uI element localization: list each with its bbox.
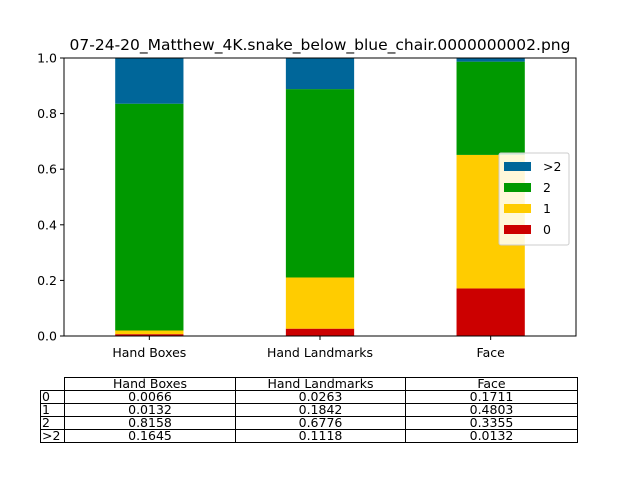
legend-swatch bbox=[504, 183, 531, 192]
y-tick-label: 0.4 bbox=[37, 217, 57, 232]
table-col-header: Face bbox=[405, 377, 578, 391]
y-tick-label: 0.2 bbox=[37, 273, 57, 288]
y-tick-label: 0.8 bbox=[37, 106, 57, 121]
bars-group bbox=[115, 57, 525, 336]
table-row-label: 2 bbox=[40, 416, 65, 430]
table-header-row: Hand Boxes Hand Landmarks Face bbox=[41, 377, 578, 391]
bar-segment bbox=[285, 277, 355, 329]
y-axis: 0.0 0.2 0.4 0.6 0.8 1.0 bbox=[37, 51, 64, 344]
table-cell: 0.1711 bbox=[405, 390, 578, 404]
legend-label: 0 bbox=[543, 222, 551, 237]
stacked-bar-chart: 07-24-20_Matthew_4K.snake_below_blue_cha… bbox=[37, 36, 577, 360]
bar-segment bbox=[115, 330, 184, 335]
table-col-header: Hand Boxes bbox=[64, 377, 236, 391]
table-row: >2 0.1645 0.1118 0.0132 bbox=[40, 429, 578, 443]
table-cell: 0.1118 bbox=[235, 429, 406, 443]
bar-segment bbox=[456, 288, 525, 336]
table-cell: 0.6776 bbox=[235, 416, 406, 430]
legend-swatch bbox=[504, 162, 531, 171]
bar-segment bbox=[115, 57, 184, 104]
table-row: 1 0.0132 0.1842 0.4803 bbox=[40, 403, 578, 417]
table-cell: 0.0132 bbox=[405, 429, 578, 443]
x-tick-label: Hand Boxes bbox=[112, 345, 186, 360]
bar-segment bbox=[456, 57, 525, 62]
chart-title: 07-24-20_Matthew_4K.snake_below_blue_cha… bbox=[70, 36, 571, 55]
table-cell: 0.0132 bbox=[64, 403, 236, 417]
table-cell: 0.1842 bbox=[235, 403, 406, 417]
data-table: Hand Boxes Hand Landmarks Face 0 0.0066 … bbox=[40, 377, 578, 443]
bar-segment bbox=[285, 89, 355, 278]
y-tick-label: 1.0 bbox=[37, 51, 57, 66]
table-row-label: 1 bbox=[40, 403, 65, 417]
legend-label: >2 bbox=[543, 159, 561, 174]
table-cell: 0.8158 bbox=[64, 416, 236, 430]
y-tick-label: 0.0 bbox=[37, 329, 57, 344]
bar-segment bbox=[456, 61, 525, 155]
table-col-header: Hand Landmarks bbox=[235, 377, 406, 391]
table-row-label: >2 bbox=[40, 429, 65, 443]
legend-label: 2 bbox=[543, 180, 551, 195]
x-axis: Hand Boxes Hand Landmarks Face bbox=[112, 336, 505, 360]
bar-segment bbox=[285, 58, 355, 90]
legend-box bbox=[498, 152, 570, 246]
table-cell: 0.1645 bbox=[64, 429, 236, 443]
legend: >2 2 1 0 bbox=[498, 152, 570, 246]
y-tick-label: 0.6 bbox=[37, 162, 57, 177]
table-cell: 0.4803 bbox=[405, 403, 578, 417]
x-tick-label: Face bbox=[477, 345, 506, 360]
legend-swatch bbox=[504, 204, 531, 213]
table-corner bbox=[41, 378, 65, 391]
legend-swatch bbox=[504, 225, 531, 234]
table-row: 2 0.8158 0.6776 0.3355 bbox=[40, 416, 578, 430]
bar-segment bbox=[115, 103, 184, 331]
table-cell: 0.0066 bbox=[64, 390, 236, 404]
bar-segment bbox=[285, 328, 355, 336]
table-cell: 0.0263 bbox=[235, 390, 406, 404]
legend-label: 1 bbox=[543, 201, 551, 216]
table-row: 0 0.0066 0.0263 0.1711 bbox=[40, 390, 578, 404]
x-tick-label: Hand Landmarks bbox=[267, 345, 373, 360]
bar-segment bbox=[115, 334, 184, 336]
table-cell: 0.3355 bbox=[405, 416, 578, 430]
table-row-label: 0 bbox=[40, 390, 65, 404]
